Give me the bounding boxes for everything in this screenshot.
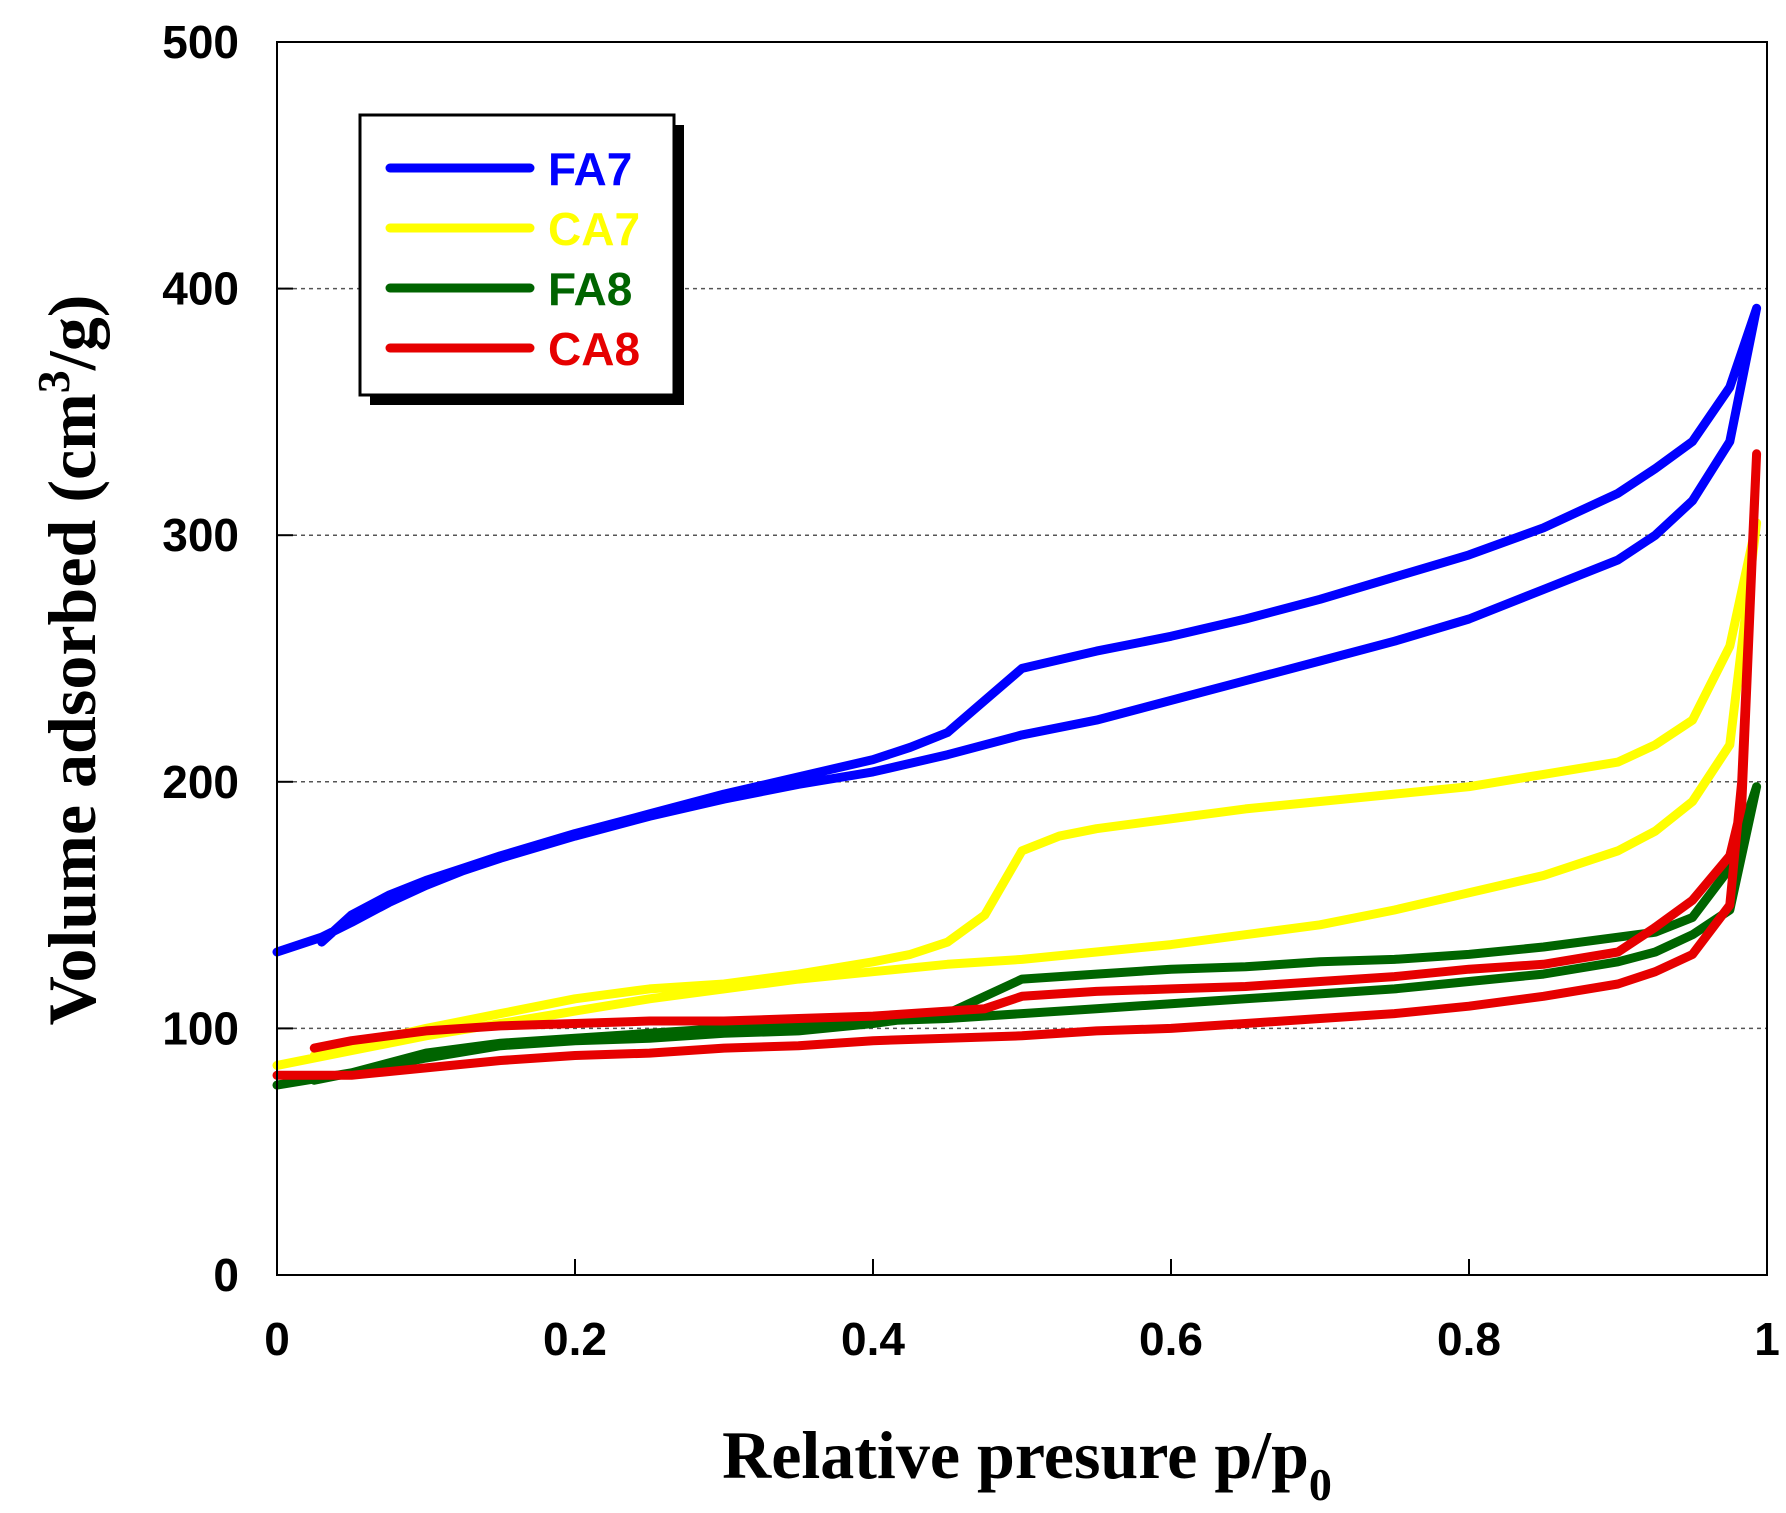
legend: FA7 CA7 FA8 CA8	[358, 113, 684, 405]
x-tick-label: 0.2	[543, 1313, 607, 1365]
x-tick-label: 0.6	[1139, 1313, 1203, 1365]
y-tick-label: 300	[162, 509, 239, 561]
plot-frame	[276, 41, 1768, 1276]
x-axis-title-subscript: 0	[1309, 1459, 1332, 1510]
series-line-ca7	[272, 518, 1762, 1070]
y-axis-title-main: Volume adsorbed (cm	[34, 393, 110, 1025]
series-line-ca8	[272, 449, 1762, 1080]
y-axis-title-superscript: 3	[28, 370, 79, 393]
legend-label-fa8: FA8	[548, 263, 632, 315]
series-line-fa7	[272, 303, 1762, 957]
axis-ticks: 0 0.2 0.4 0.6 0.8 1 0 100 200 300 400 500	[162, 16, 1780, 1365]
legend-label-ca7: CA7	[548, 203, 640, 255]
y-tick-label: 500	[162, 16, 239, 68]
y-axis-title-tail: /g)	[34, 295, 110, 372]
y-tick-label: 0	[213, 1249, 239, 1301]
y-tick-label: 100	[162, 1002, 239, 1054]
x-tick-label: 0.4	[841, 1313, 905, 1365]
legend-label-fa7: FA7	[548, 143, 632, 195]
series-lines	[272, 303, 1762, 1090]
x-tick-label: 1	[1754, 1313, 1780, 1365]
x-tick-label: 0.8	[1437, 1313, 1501, 1365]
x-tick-label: 0	[264, 1313, 290, 1365]
y-tick-label: 400	[162, 263, 239, 315]
legend-label-ca8: CA8	[548, 323, 640, 375]
legend-items: FA7 CA7 FA8 CA8	[385, 143, 640, 375]
x-axis-title-main: Relative presure p/p	[722, 1417, 1309, 1493]
y-tick-label: 200	[162, 756, 239, 808]
y-axis-title: Volume adsorbed (cm3/g)	[28, 295, 110, 1026]
series-line-fa8	[272, 782, 1762, 1090]
x-axis-title: Relative presure p/p0	[722, 1417, 1332, 1510]
